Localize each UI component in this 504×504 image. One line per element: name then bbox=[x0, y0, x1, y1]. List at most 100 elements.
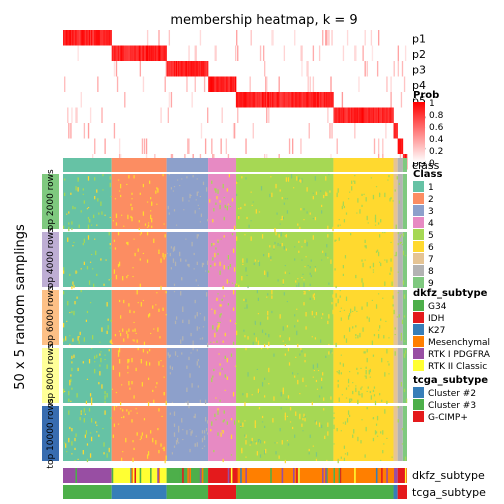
membership-cell bbox=[89, 107, 92, 123]
slice-cell bbox=[82, 243, 84, 246]
membership-cell bbox=[342, 107, 345, 123]
slice-cell bbox=[403, 315, 406, 318]
membership-cell bbox=[87, 30, 90, 46]
slice-cell bbox=[147, 222, 150, 224]
slice-cell bbox=[202, 181, 205, 185]
slice-cell bbox=[312, 376, 314, 378]
membership-cell bbox=[145, 45, 148, 61]
slice-cell bbox=[261, 421, 264, 423]
slice-cell bbox=[171, 401, 174, 403]
slice-cell bbox=[247, 285, 249, 289]
slice-cell bbox=[216, 297, 218, 301]
slice-cell bbox=[374, 224, 377, 226]
slice-cell bbox=[165, 400, 167, 406]
slice-cell bbox=[279, 335, 281, 338]
slice-cell bbox=[119, 315, 122, 317]
slice-cell bbox=[112, 434, 114, 438]
slice-cell bbox=[358, 390, 360, 396]
slice-cell bbox=[348, 398, 351, 403]
slice-cell bbox=[100, 357, 102, 363]
slice-cell bbox=[230, 454, 233, 456]
tcga-segment bbox=[393, 485, 398, 499]
slice-cell bbox=[394, 189, 396, 192]
slice-cell bbox=[136, 432, 138, 434]
slice-cell bbox=[265, 448, 267, 454]
membership-cell bbox=[255, 92, 258, 108]
slice-cell bbox=[397, 419, 399, 423]
slice-cell bbox=[169, 412, 171, 415]
slice-cell bbox=[198, 208, 200, 210]
slice-cell bbox=[340, 317, 342, 320]
membership-cell bbox=[125, 45, 127, 61]
membership-cell bbox=[213, 76, 215, 92]
membership-cell bbox=[155, 45, 157, 61]
membership-cell bbox=[262, 45, 265, 61]
slice-cell bbox=[342, 363, 344, 367]
dkfz-cell bbox=[214, 468, 216, 483]
membership-cell bbox=[267, 92, 269, 108]
slice-cell bbox=[299, 353, 301, 356]
membership-cell bbox=[375, 107, 378, 123]
slice-cell bbox=[371, 340, 374, 345]
membership-cell bbox=[109, 30, 111, 46]
slice-cell bbox=[178, 425, 180, 431]
membership-cell bbox=[186, 76, 188, 92]
slice-cell bbox=[315, 191, 318, 195]
slice-cell bbox=[257, 439, 260, 443]
slice-cell bbox=[311, 336, 313, 338]
slice-cell bbox=[243, 298, 245, 301]
slice-cell bbox=[174, 351, 177, 356]
membership-cell bbox=[302, 92, 304, 108]
slice-cell bbox=[266, 296, 268, 298]
class-legend-swatch bbox=[413, 181, 424, 192]
slice-cell bbox=[273, 353, 275, 357]
slice-cell bbox=[189, 429, 191, 431]
membership-cell bbox=[215, 76, 217, 92]
slice-cell bbox=[312, 445, 314, 447]
membership-cell bbox=[170, 92, 173, 108]
slice-cell bbox=[128, 175, 130, 179]
slice-cell bbox=[336, 192, 338, 198]
slice-cell bbox=[63, 323, 65, 328]
slice-cell bbox=[196, 234, 198, 239]
membership-cell bbox=[260, 92, 263, 108]
class-legend-label: 7 bbox=[428, 255, 434, 265]
slice-cell bbox=[123, 299, 125, 304]
membership-cell bbox=[175, 61, 178, 77]
slice-cell bbox=[63, 267, 65, 271]
dkfz-cell bbox=[392, 468, 395, 483]
slice-cell bbox=[77, 367, 79, 372]
membership-cell bbox=[362, 107, 364, 123]
slice-cell bbox=[400, 382, 403, 387]
slice-cell bbox=[113, 269, 116, 274]
membership-cell bbox=[90, 30, 93, 46]
membership-cell bbox=[156, 45, 158, 61]
slice-class-block bbox=[236, 348, 334, 403]
membership-cell bbox=[371, 107, 374, 123]
slice-cell bbox=[172, 190, 175, 192]
membership-cell bbox=[388, 107, 390, 123]
slice-cell bbox=[228, 174, 231, 178]
membership-cell bbox=[386, 76, 388, 92]
slice-cell bbox=[372, 437, 375, 442]
slice-cell bbox=[153, 328, 155, 330]
slice-cell bbox=[107, 325, 109, 330]
slice-cell bbox=[113, 406, 116, 411]
slice-cell bbox=[357, 372, 359, 375]
membership-cell bbox=[237, 107, 239, 123]
slice-cell bbox=[335, 342, 337, 348]
slice-cell bbox=[75, 186, 77, 191]
slice-cell bbox=[277, 243, 279, 247]
slice-cell bbox=[309, 266, 311, 269]
slice-cell bbox=[190, 431, 192, 436]
membership-cell bbox=[379, 107, 381, 123]
slice-class-block bbox=[333, 406, 394, 461]
membership-cell bbox=[203, 76, 206, 92]
slice-cell bbox=[301, 423, 303, 427]
membership-cell bbox=[107, 30, 109, 46]
slice-cell bbox=[251, 394, 253, 396]
slice-cell bbox=[361, 307, 363, 310]
slice-cell bbox=[238, 215, 240, 220]
slice-cell bbox=[347, 378, 350, 384]
slice-cell bbox=[264, 450, 266, 455]
